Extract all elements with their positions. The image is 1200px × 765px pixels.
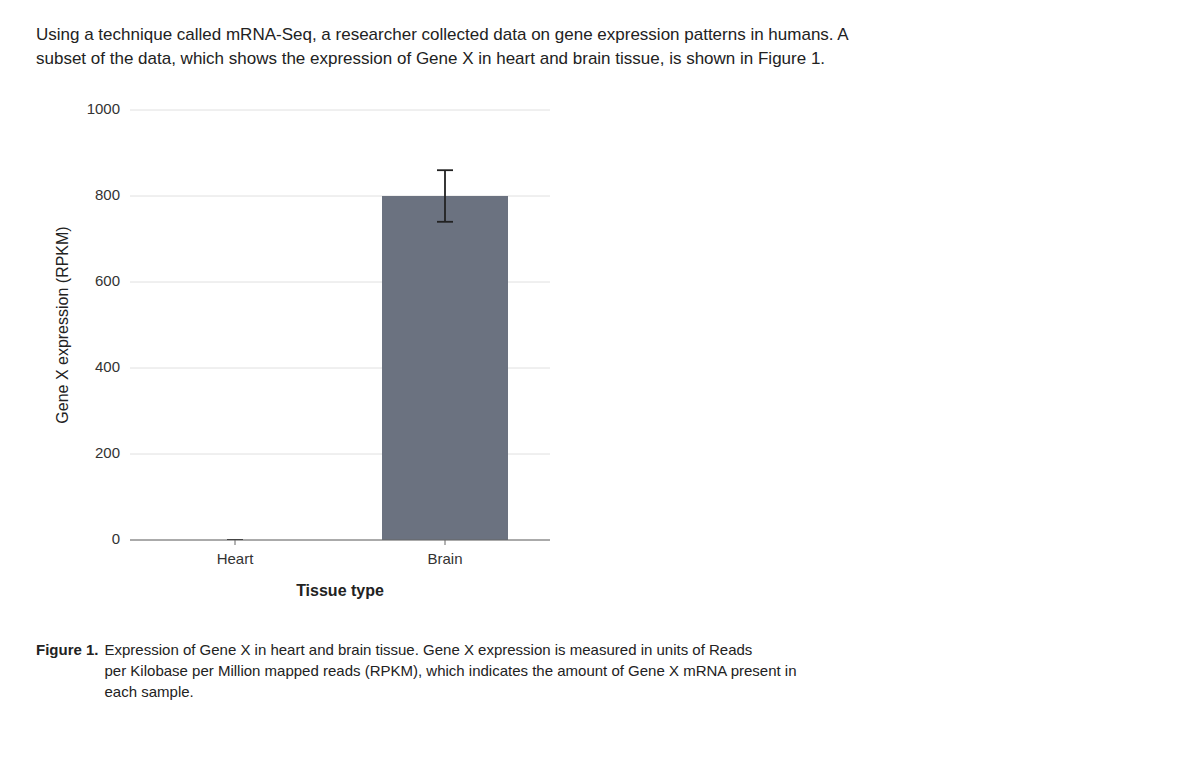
x-tick-label: Heart [217,550,255,567]
page: {"chart_data": {"type": "bar", "title": … [0,0,1200,765]
y-tick-label: 200 [95,444,120,461]
y-tick-label: 1000 [87,100,120,117]
caption-label: Figure 1. [36,641,99,658]
grid [130,110,550,540]
error-cap [437,221,453,223]
y-tick-label: 400 [95,358,120,375]
y-tick-label: 0 [112,530,120,547]
title-line: Using a technique called mRNA-Seq, a res… [36,25,849,44]
error-stem [444,170,446,222]
x-tick [235,540,236,545]
x-tick-label: Brain [427,550,462,567]
error-bar [437,170,453,222]
bars [227,170,508,540]
grid-line [130,110,550,111]
caption-line: Expression of Gene X in heart and brain … [105,641,753,658]
caption-line: each sample. [105,683,194,700]
y-tick-label: 800 [95,186,120,203]
y-axis-label: Gene X expression (RPKM) [54,226,71,423]
caption-line: per Kilobase per Million mapped reads (R… [105,662,797,679]
chart: Using a technique called mRNA-Seq, a res… [0,0,1200,765]
grid-line [130,540,550,541]
error-cap [437,169,453,171]
bar [382,196,508,540]
y-tick-label: 600 [95,272,120,289]
title-line: subset of the data, which shows the expr… [36,49,825,68]
x-axis-label: Tissue type [296,582,384,599]
x-axis-line [130,540,550,541]
caption-text: Expression of Gene X in heart and brain … [105,641,797,700]
title: Using a technique called mRNA-Seq, a res… [36,25,849,68]
x-tick [445,540,446,545]
